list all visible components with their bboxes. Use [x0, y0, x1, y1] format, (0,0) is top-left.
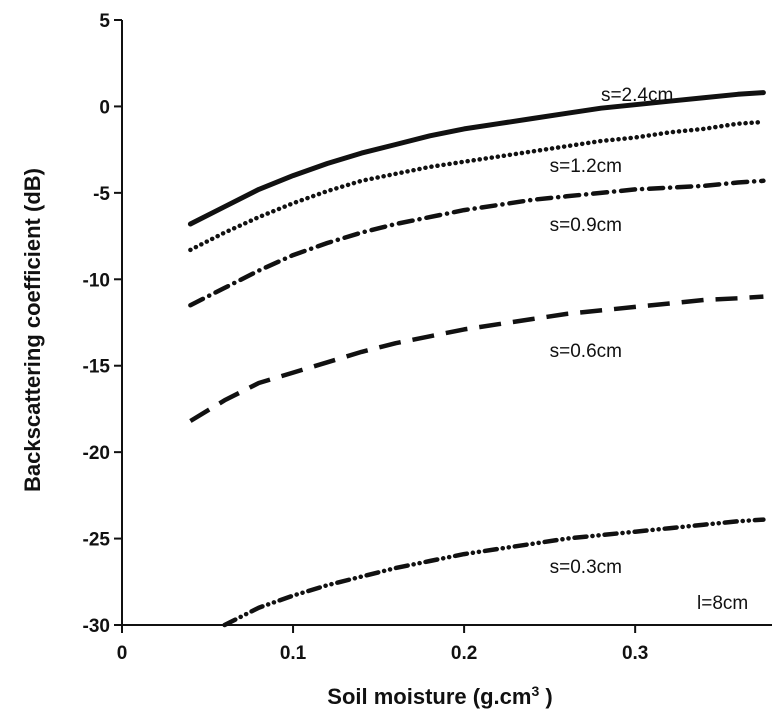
- x-tick-label: 0: [117, 643, 128, 664]
- x-axis-title: Soil moisture (g.cm3 ): [327, 683, 552, 709]
- series-line: [189, 294, 764, 423]
- x-axis-title-end: ): [539, 684, 552, 709]
- y-tick-label: -25: [83, 530, 111, 551]
- series-label: s=0.3cm: [550, 557, 622, 578]
- series-3: s=0.6cm: [189, 294, 764, 423]
- x-tick-label: 0.1: [280, 643, 307, 664]
- y-tick-label: -5: [93, 184, 110, 205]
- series-4: s=0.3cm: [222, 517, 766, 628]
- series-line: [187, 90, 766, 227]
- y-tick-label: -10: [83, 270, 110, 291]
- series-label: s=2.4cm: [601, 85, 673, 106]
- x-axis-title-sup: 3: [531, 683, 539, 699]
- series-label: s=1.2cm: [550, 156, 622, 177]
- axes: [121, 20, 772, 626]
- series-1: s=1.2cm: [188, 119, 766, 253]
- series-line: [188, 119, 766, 253]
- series-line: [188, 178, 766, 308]
- y-tick-label: 0: [99, 97, 110, 118]
- annotation-label: l=8cm: [697, 593, 748, 614]
- x-axis-title-main: Soil moisture (g.cm: [327, 684, 531, 709]
- x-tick-label: 0.2: [451, 643, 477, 664]
- series-0: s=2.4cm: [187, 85, 766, 227]
- series-line: [222, 517, 766, 628]
- y-axis-title: Backscattering coefficient (dB): [20, 168, 45, 492]
- y-tick-label: -30: [83, 616, 110, 637]
- series-2: s=0.9cm: [188, 178, 766, 308]
- ticks: 5 0 -5 -10 -15 -20 -25 -30 0 0.1 0.2 0.3: [83, 11, 649, 664]
- series-label: s=0.9cm: [550, 215, 622, 236]
- y-tick-label: -15: [83, 357, 111, 378]
- y-tick-label: -20: [83, 443, 110, 464]
- x-tick-label: 0.3: [622, 643, 648, 664]
- y-tick-label: 5: [99, 11, 110, 32]
- series-label: s=0.6cm: [550, 341, 622, 362]
- series-group: s=2.4cm s=1.2cm s=0.9cm s=0.6cm s=0.3cm: [187, 85, 766, 628]
